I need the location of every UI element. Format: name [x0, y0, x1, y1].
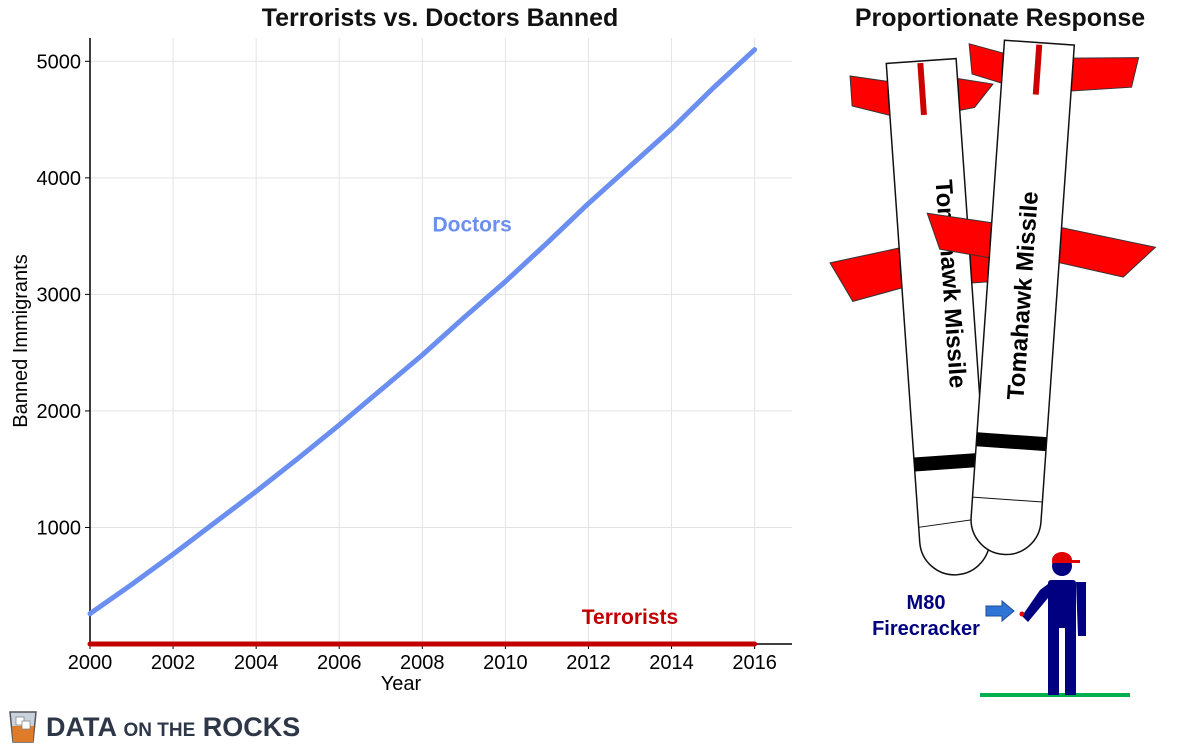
- arrow-right-icon: [985, 599, 1015, 623]
- logo-word-data: DATA: [46, 711, 116, 742]
- x-tick-label: 2008: [400, 652, 445, 674]
- firecracker-label-line1: M80: [907, 592, 946, 614]
- series-label-doctors: Doctors: [432, 213, 511, 236]
- x-tick-label: 2016: [732, 652, 777, 674]
- x-tick-label: 2010: [483, 652, 528, 674]
- logo-word-rocks: ROCKS: [202, 711, 301, 742]
- missile-left-wing-left-icon: [829, 247, 903, 302]
- y-tick-label: 2000: [37, 401, 82, 423]
- missile-right-body-icon: [970, 39, 1076, 556]
- missile-right-black-band-icon: [976, 432, 1047, 452]
- x-tick-label: 2012: [566, 652, 611, 674]
- missile-right-wing-right-icon: [1058, 227, 1157, 278]
- logo-word-on-the: ON THE: [123, 719, 196, 741]
- m80-firecracker-icon: [1019, 611, 1025, 617]
- figure-leg-right-icon: [1065, 625, 1076, 695]
- missile-left-red-stripe-icon: [917, 62, 927, 116]
- tomahawk-missile-right: Tomahawk Missile: [926, 39, 1157, 556]
- figure-torso-icon: [1048, 580, 1076, 628]
- y-tick-label: 4000: [37, 168, 82, 190]
- stick-figure-icon: [1022, 552, 1086, 695]
- illustration-title: Proportionate Response: [854, 4, 1146, 32]
- missile-left-black-band-icon: [913, 452, 985, 472]
- missile-right-tail-fin-right-icon: [1070, 57, 1140, 92]
- brand-logo: DATA ON THE ROCKS: [8, 708, 300, 746]
- missile-right-tail-fin-left-icon: [968, 43, 1005, 84]
- missile-right-red-stripe-icon: [1032, 44, 1043, 95]
- axes: 1000 2000 3000 4000 5000 2000 2002 2004 2006 2008…: [37, 38, 792, 674]
- figure-leg-left-icon: [1048, 625, 1059, 695]
- firecracker-label-line2: Firecracker: [872, 618, 980, 640]
- y-axis-label: Banned Immigrants: [10, 254, 32, 427]
- axis-labels: Doctors Terrorists Year Banned Immigrants: [10, 213, 678, 695]
- series-label-terrorists: Terrorists: [582, 606, 678, 629]
- y-tick-label: 3000: [37, 284, 82, 306]
- y-tick-label: 1000: [37, 517, 82, 539]
- x-tick-label: 2006: [317, 652, 362, 674]
- x-axis-label: Year: [381, 673, 422, 695]
- x-tick-label: 2002: [151, 652, 196, 674]
- proportionate-response-illustration: Tomahawk Missile Tomahawk Missile: [829, 39, 1157, 697]
- figure-arm-right-icon: [1076, 582, 1086, 636]
- series-line-doctors: [87, 47, 758, 617]
- y-tick-label: 5000: [37, 51, 82, 73]
- tomahawk-missile-left: Tomahawk Missile: [829, 57, 1016, 576]
- missile-left-tail-fin-right-icon: [956, 77, 994, 112]
- whiskey-glass-icon: [9, 711, 37, 743]
- x-tick-label: 2000: [68, 652, 113, 674]
- missile-left-tail-fin-left-icon: [849, 75, 891, 116]
- missile-right-seam-icon: [972, 496, 1043, 503]
- logo-text: DATA ON THE ROCKS: [46, 712, 300, 743]
- x-tick-label: 2004: [234, 652, 279, 674]
- line-chart: 1000 2000 3000 4000 5000 2000 2002 2004 2006 2008…: [10, 38, 792, 695]
- figure-arm-left-icon: [1022, 584, 1048, 622]
- series-group: [87, 47, 758, 647]
- red-cap-icon: [1052, 552, 1080, 563]
- chart-title: Terrorists vs. Doctors Banned: [261, 4, 619, 32]
- x-tick-label: 2014: [649, 652, 694, 674]
